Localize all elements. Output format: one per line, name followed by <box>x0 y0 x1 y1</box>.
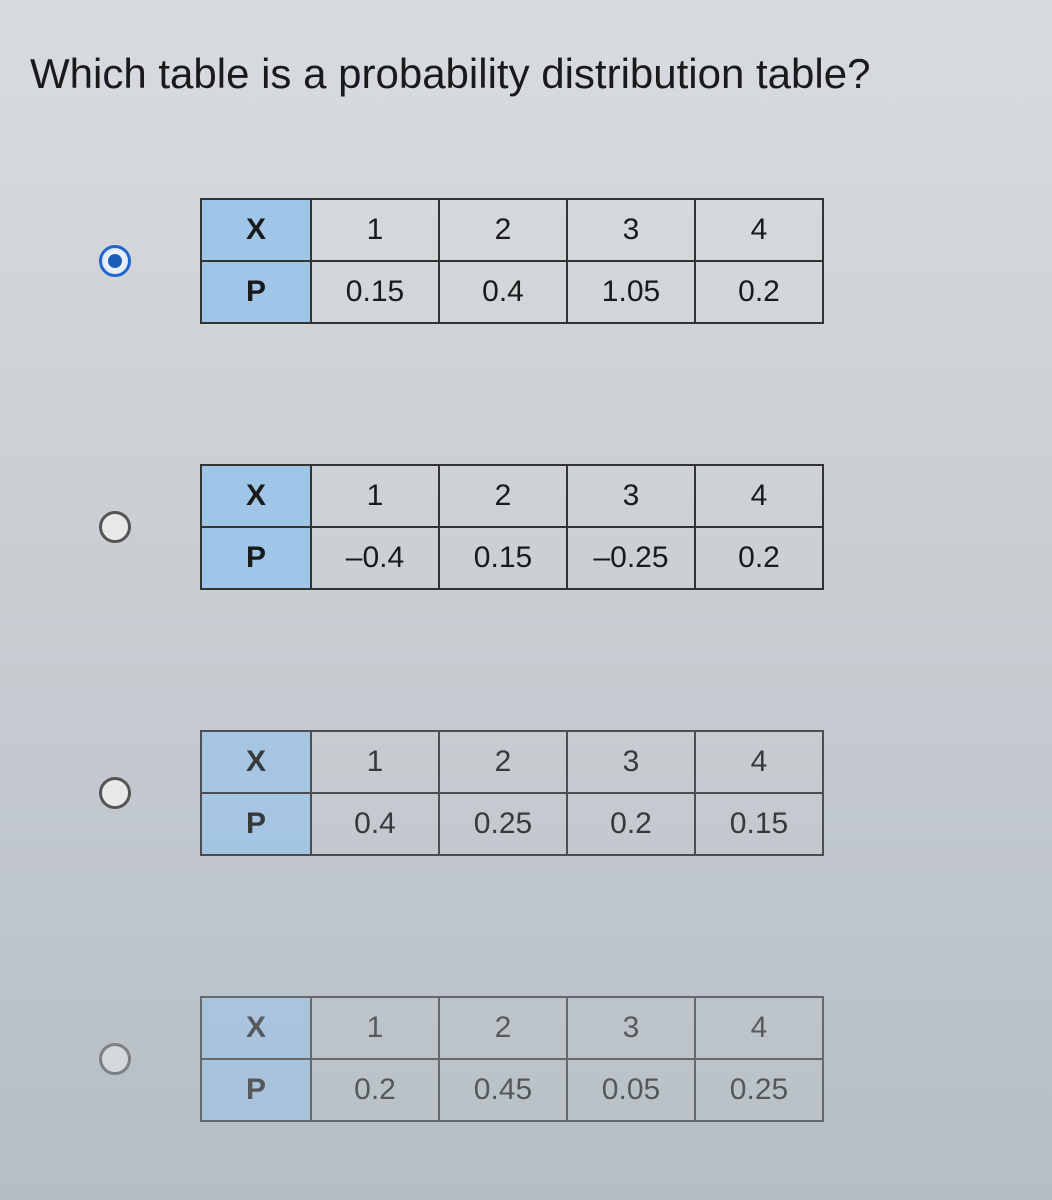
table-row: X 1 2 3 4 <box>201 731 823 793</box>
table-header-p: P <box>201 1059 311 1121</box>
table-cell: 2 <box>439 731 567 793</box>
table-2: X 1 2 3 4 P –0.4 0.15 –0.25 0.2 <box>200 464 824 590</box>
table-header-p: P <box>201 527 311 589</box>
radio-1[interactable] <box>99 245 131 277</box>
table-header-p: P <box>201 261 311 323</box>
table-row: P 0.15 0.4 1.05 0.2 <box>201 261 823 323</box>
table-4: X 1 2 3 4 P 0.2 0.45 0.05 0.25 <box>200 996 824 1122</box>
table-header-x: X <box>201 997 311 1059</box>
table-cell: 3 <box>567 465 695 527</box>
table-header-x: X <box>201 465 311 527</box>
table-row: P 0.2 0.45 0.05 0.25 <box>201 1059 823 1121</box>
option-2: X 1 2 3 4 P –0.4 0.15 –0.25 0.2 <box>30 464 1022 590</box>
table-cell: 3 <box>567 997 695 1059</box>
table-row: X 1 2 3 4 <box>201 465 823 527</box>
question-text: Which table is a probability distributio… <box>30 50 1022 98</box>
table-cell: 0.4 <box>439 261 567 323</box>
table-row: P –0.4 0.15 –0.25 0.2 <box>201 527 823 589</box>
table-cell: 0.15 <box>311 261 439 323</box>
table-cell: 4 <box>695 731 823 793</box>
table-cell: 2 <box>439 199 567 261</box>
table-row: P 0.4 0.25 0.2 0.15 <box>201 793 823 855</box>
option-1: X 1 2 3 4 P 0.15 0.4 1.05 0.2 <box>30 198 1022 324</box>
table-cell: 0.45 <box>439 1059 567 1121</box>
table-cell: –0.25 <box>567 527 695 589</box>
table-row: X 1 2 3 4 <box>201 997 823 1059</box>
table-cell: 1.05 <box>567 261 695 323</box>
table-cell: 0.2 <box>311 1059 439 1121</box>
table-cell: 4 <box>695 997 823 1059</box>
radio-container-1 <box>30 245 200 277</box>
radio-4[interactable] <box>99 1043 131 1075</box>
table-cell: 1 <box>311 997 439 1059</box>
table-cell: 4 <box>695 465 823 527</box>
table-cell: 0.25 <box>695 1059 823 1121</box>
table-cell: –0.4 <box>311 527 439 589</box>
radio-2[interactable] <box>99 511 131 543</box>
table-cell: 4 <box>695 199 823 261</box>
radio-container-3 <box>30 777 200 809</box>
table-row: X 1 2 3 4 <box>201 199 823 261</box>
table-cell: 0.2 <box>567 793 695 855</box>
table-header-x: X <box>201 731 311 793</box>
table-cell: 3 <box>567 199 695 261</box>
table-cell: 2 <box>439 465 567 527</box>
table-cell: 0.25 <box>439 793 567 855</box>
table-1: X 1 2 3 4 P 0.15 0.4 1.05 0.2 <box>200 198 824 324</box>
table-cell: 1 <box>311 465 439 527</box>
table-cell: 0.4 <box>311 793 439 855</box>
option-3: X 1 2 3 4 P 0.4 0.25 0.2 0.15 <box>30 730 1022 856</box>
table-cell: 0.2 <box>695 261 823 323</box>
radio-3[interactable] <box>99 777 131 809</box>
table-cell: 1 <box>311 199 439 261</box>
radio-container-2 <box>30 511 200 543</box>
table-cell: 3 <box>567 731 695 793</box>
option-4: X 1 2 3 4 P 0.2 0.45 0.05 0.25 <box>30 996 1022 1122</box>
table-cell: 0.2 <box>695 527 823 589</box>
table-cell: 0.15 <box>695 793 823 855</box>
table-header-p: P <box>201 793 311 855</box>
table-cell: 0.15 <box>439 527 567 589</box>
radio-container-4 <box>30 1043 200 1075</box>
table-3: X 1 2 3 4 P 0.4 0.25 0.2 0.15 <box>200 730 824 856</box>
table-cell: 0.05 <box>567 1059 695 1121</box>
table-header-x: X <box>201 199 311 261</box>
table-cell: 2 <box>439 997 567 1059</box>
table-cell: 1 <box>311 731 439 793</box>
